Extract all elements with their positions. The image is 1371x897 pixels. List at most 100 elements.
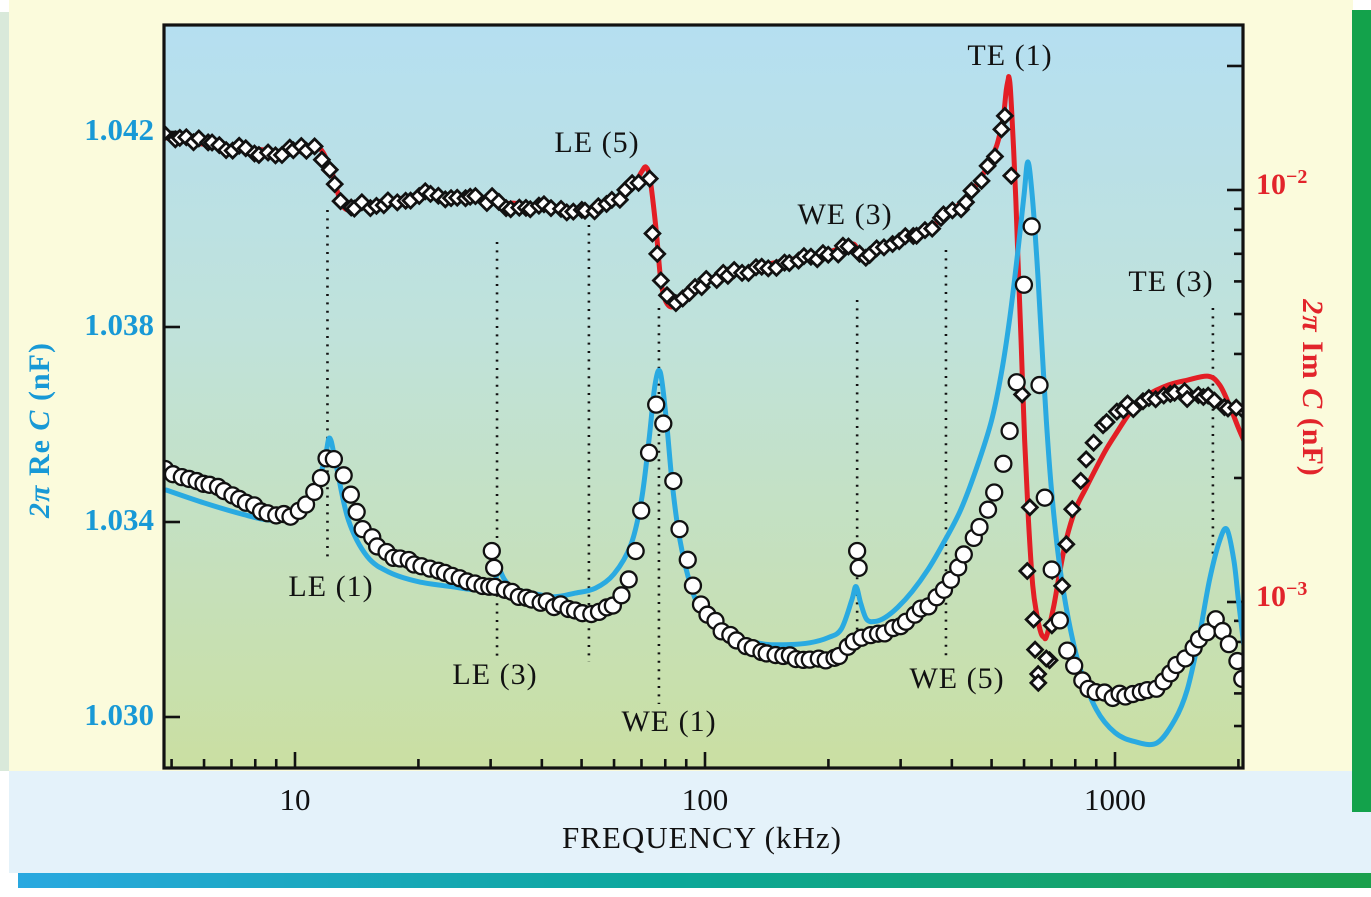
im-c-data-markers bbox=[164, 217, 1243, 708]
diamond-marker bbox=[164, 124, 174, 143]
mode-label-le3: LE (3) bbox=[452, 658, 538, 691]
diamond-marker bbox=[647, 244, 667, 264]
diamond-marker bbox=[331, 191, 350, 211]
left-tick-label-1.038: 1.038 bbox=[84, 307, 154, 342]
right-axis-title-unit: (nF) bbox=[1296, 409, 1329, 477]
diamond-marker bbox=[466, 186, 485, 206]
right-axis-title: 2π Im C (nF) bbox=[1295, 299, 1329, 477]
x-tick-label-10: 10 bbox=[279, 782, 311, 817]
diamond-marker bbox=[1123, 399, 1143, 419]
mode-label-we5: WE (5) bbox=[909, 662, 1005, 695]
circle-marker bbox=[341, 485, 360, 504]
diamond-marker bbox=[651, 271, 671, 290]
diamond-marker bbox=[992, 119, 1011, 139]
circle-marker bbox=[1014, 275, 1034, 294]
diamond-marker bbox=[1056, 534, 1076, 554]
mode-label-we1: WE (1) bbox=[621, 705, 717, 738]
circle-marker bbox=[647, 395, 666, 414]
circle-marker bbox=[1000, 421, 1019, 441]
left-axis-title: 2π Re C (nF) bbox=[23, 342, 57, 518]
circle-marker bbox=[978, 500, 998, 519]
left-axis-title-re: Re bbox=[23, 430, 56, 485]
left-axis-title-2pi: 2π bbox=[23, 484, 56, 518]
circle-marker bbox=[670, 519, 689, 539]
diamond-marker bbox=[995, 106, 1015, 126]
left-tick-label-1.042: 1.042 bbox=[84, 112, 154, 147]
diamond-marker bbox=[643, 224, 662, 243]
re-c-data-markers bbox=[164, 106, 1243, 693]
diamond-marker bbox=[985, 147, 1005, 166]
right-tick-label-10e−3: 10−3 bbox=[1256, 578, 1308, 613]
circle-marker bbox=[1219, 634, 1239, 654]
diamond-marker bbox=[1024, 610, 1043, 629]
diamond-marker bbox=[1062, 499, 1082, 519]
mode-label-le5: LE (5) bbox=[554, 126, 640, 159]
mode-label-le1: LE (1) bbox=[288, 570, 374, 603]
circle-marker bbox=[1228, 651, 1243, 671]
diamond-marker bbox=[657, 285, 677, 305]
x-axis-title: FREQUENCY (kHz) bbox=[562, 820, 842, 855]
circle-marker bbox=[985, 483, 1004, 502]
diamond-marker bbox=[640, 169, 660, 189]
diamond-marker bbox=[956, 192, 976, 212]
right-axis-title-c: C bbox=[1296, 388, 1329, 410]
diamond-marker bbox=[312, 150, 332, 170]
circle-marker bbox=[334, 466, 353, 485]
diamond-marker bbox=[1025, 640, 1045, 660]
circle-marker bbox=[683, 576, 703, 595]
diamond-marker bbox=[962, 181, 981, 201]
diamond-marker bbox=[320, 160, 340, 180]
diamond-marker bbox=[189, 128, 209, 148]
circle-marker bbox=[654, 414, 673, 433]
left-tick-label-1.034: 1.034 bbox=[84, 502, 154, 537]
circle-marker bbox=[639, 443, 659, 462]
diamond-marker bbox=[1036, 649, 1056, 668]
bottom-gradient-rule bbox=[18, 873, 1371, 888]
circle-marker bbox=[1035, 488, 1054, 507]
circle-marker bbox=[311, 468, 331, 488]
mode-label-te1: TE (1) bbox=[967, 39, 1053, 72]
circle-marker bbox=[954, 545, 973, 564]
circle-marker bbox=[1030, 375, 1049, 395]
circle-marker bbox=[619, 570, 638, 589]
circle-marker bbox=[1058, 641, 1077, 660]
plot-background bbox=[164, 25, 1243, 768]
diamond-marker bbox=[1071, 471, 1091, 491]
diamond-marker bbox=[1097, 412, 1116, 432]
diamond-marker bbox=[1028, 673, 1048, 693]
circle-marker bbox=[847, 541, 867, 561]
left-axis-title-unit: (nF) bbox=[23, 342, 56, 410]
mode-label-te3: TE (3) bbox=[1128, 265, 1214, 298]
circle-marker bbox=[678, 550, 697, 569]
diamond-marker bbox=[1020, 497, 1040, 517]
right-axis-title-im: Im bbox=[1296, 332, 1329, 389]
circle-marker bbox=[296, 495, 316, 514]
circle-marker bbox=[632, 501, 651, 520]
paper-background-blue bbox=[9, 771, 1371, 873]
right-tick-label-10e−2: 10−2 bbox=[1256, 166, 1308, 201]
diamond-marker bbox=[1001, 166, 1021, 186]
left-edge-strip bbox=[0, 12, 9, 771]
circle-marker bbox=[664, 471, 683, 491]
left-axis-title-c: C bbox=[23, 409, 56, 431]
diamond-marker bbox=[972, 171, 991, 191]
diamond-marker bbox=[922, 219, 942, 238]
circle-marker bbox=[484, 558, 504, 578]
right-axis-title-2pi: 2π bbox=[1296, 299, 1329, 333]
circle-marker bbox=[482, 541, 501, 561]
circle-marker bbox=[1042, 560, 1061, 579]
plot-content bbox=[164, 74, 1243, 748]
circle-marker bbox=[1007, 373, 1026, 392]
circle-marker bbox=[1050, 611, 1069, 630]
mode-label-we3: WE (3) bbox=[797, 198, 893, 231]
left-tick-label-1.030: 1.030 bbox=[84, 697, 154, 732]
circle-marker bbox=[324, 449, 344, 469]
diamond-marker bbox=[352, 192, 372, 212]
circle-marker bbox=[626, 541, 645, 561]
circle-marker bbox=[1065, 656, 1084, 675]
right-edge-green-bar bbox=[1352, 10, 1371, 812]
diamond-marker bbox=[1076, 450, 1096, 469]
circle-marker bbox=[612, 586, 631, 605]
diamond-marker bbox=[1017, 561, 1037, 581]
